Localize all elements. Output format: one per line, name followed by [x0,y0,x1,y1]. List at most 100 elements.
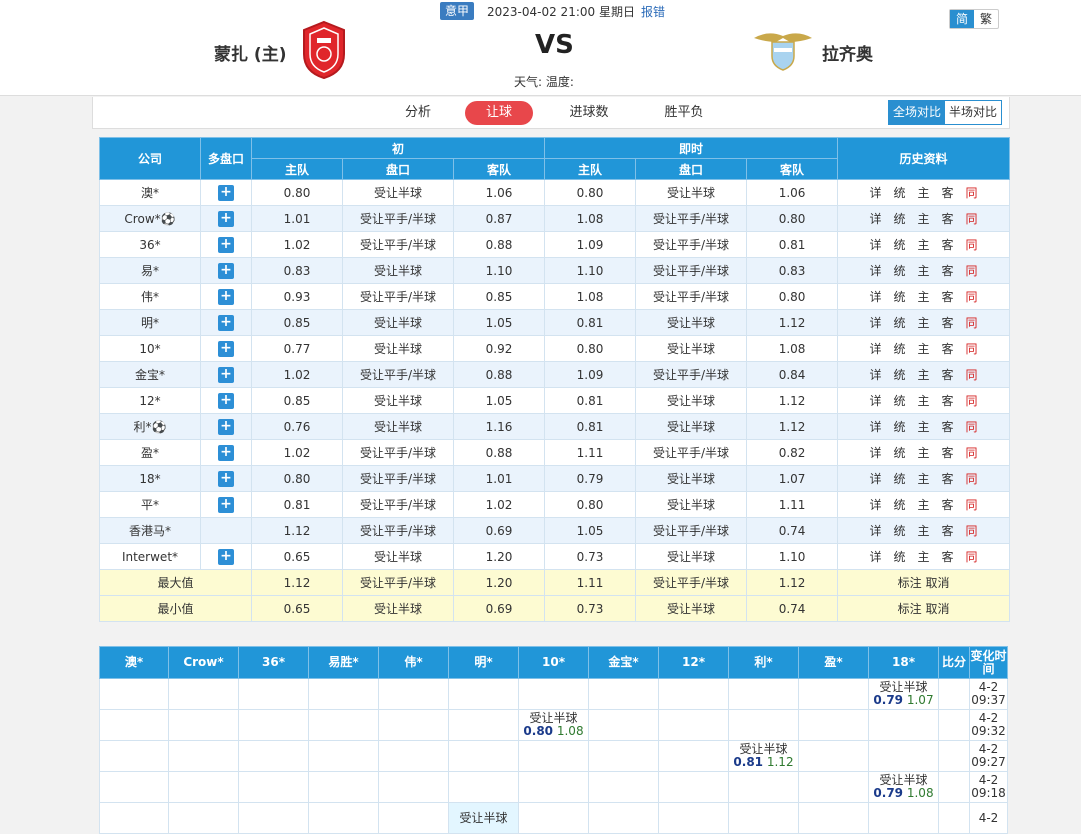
history-link[interactable]: 主 [917,446,930,460]
traditional-chinese-button[interactable]: 繁 [979,12,992,26]
tab-total-goals[interactable]: 进球数 [569,105,609,120]
tab-handicap[interactable]: 让球 [465,101,533,125]
company-name[interactable]: 盈* [99,439,201,466]
expand-plus-icon[interactable]: + [218,470,234,487]
expand-plus-icon[interactable]: + [218,496,234,513]
history-link[interactable]: 详 [869,290,882,304]
simplified-chinese-button[interactable]: 简 [950,10,974,28]
history-link[interactable]: 详 [869,420,882,434]
history-link[interactable]: 客 [941,524,954,538]
history-link[interactable]: 主 [917,316,930,330]
history-link[interactable]: 详 [869,446,882,460]
history-link[interactable]: 客 [941,420,954,434]
history-link[interactable]: 客 [941,342,954,356]
history-link[interactable]: 客 [941,368,954,382]
company-name[interactable]: 10* [99,335,201,362]
history-link[interactable]: 主 [917,212,930,226]
history-link[interactable]: 主 [917,368,930,382]
history-link[interactable]: 同 [965,290,978,304]
expand-plus-icon[interactable]: + [218,340,234,357]
history-link[interactable]: 客 [941,394,954,408]
expand-plus-icon[interactable]: + [218,210,234,227]
history-link[interactable]: 客 [941,472,954,486]
history-link[interactable]: 客 [941,550,954,564]
history-link[interactable]: 详 [869,316,882,330]
history-link[interactable]: 同 [965,238,978,252]
history-link[interactable]: 客 [941,316,954,330]
history-link[interactable]: 统 [893,290,906,304]
company-name[interactable]: Interwet* [99,543,201,570]
history-link[interactable]: 同 [965,420,978,434]
expand-plus-icon[interactable]: + [218,236,234,253]
history-link[interactable]: 统 [893,446,906,460]
history-link[interactable]: 详 [869,394,882,408]
company-name[interactable]: 平* [99,491,201,518]
history-link[interactable]: 详 [869,498,882,512]
history-link[interactable]: 同 [965,186,978,200]
history-link[interactable]: 客 [941,498,954,512]
history-link[interactable]: 统 [893,420,906,434]
history-link[interactable]: 统 [893,186,906,200]
history-link[interactable]: 客 [941,238,954,252]
half-match-compare-button[interactable]: 半场对比 [945,101,1002,124]
history-link[interactable]: 详 [869,238,882,252]
history-link[interactable]: 统 [893,264,906,278]
tab-1x2[interactable]: 胜平负 [664,105,704,120]
history-link[interactable]: 同 [965,550,978,564]
expand-plus-icon[interactable]: + [218,184,234,201]
history-link[interactable]: 统 [893,212,906,226]
expand-plus-icon[interactable]: + [218,418,234,435]
history-link[interactable]: 统 [893,472,906,486]
expand-plus-icon[interactable]: + [218,314,234,331]
history-link[interactable]: 主 [917,342,930,356]
history-link[interactable]: 统 [893,238,906,252]
history-link[interactable]: 统 [893,342,906,356]
history-link[interactable]: 详 [869,212,882,226]
expand-plus-icon[interactable]: + [218,548,234,565]
history-link[interactable]: 主 [917,186,930,200]
company-name[interactable]: 香港马* [99,517,201,544]
history-link[interactable]: 详 [869,368,882,382]
expand-plus-icon[interactable]: + [218,288,234,305]
history-link[interactable]: 详 [869,186,882,200]
expand-plus-icon[interactable]: + [218,366,234,383]
full-match-compare-button[interactable]: 全场对比 [889,101,946,124]
expand-plus-icon[interactable]: + [218,444,234,461]
history-link[interactable]: 客 [941,212,954,226]
away-team-name[interactable]: 拉齐奥 [822,45,873,65]
history-link[interactable]: 统 [893,524,906,538]
history-link[interactable]: 主 [917,550,930,564]
history-link[interactable]: 统 [893,316,906,330]
company-name[interactable]: 36* [99,231,201,258]
history-link[interactable]: 统 [893,498,906,512]
history-link[interactable]: 客 [941,264,954,278]
history-link[interactable]: 同 [965,498,978,512]
history-link[interactable]: 主 [917,498,930,512]
history-link[interactable]: 主 [917,394,930,408]
history-link[interactable]: 详 [869,342,882,356]
history-link[interactable]: 详 [869,472,882,486]
tab-analysis[interactable]: 分析 [404,105,431,120]
history-link[interactable]: 同 [965,472,978,486]
report-error-link[interactable]: 报错 [641,5,666,19]
history-link[interactable]: 统 [893,550,906,564]
mark-cancel-actions[interactable]: 标注 取消 [837,595,1011,622]
history-link[interactable]: 同 [965,212,978,226]
history-link[interactable]: 详 [869,524,882,538]
history-link[interactable]: 主 [917,290,930,304]
company-name[interactable]: 利*⚽ [99,413,201,440]
history-link[interactable]: 主 [917,524,930,538]
history-link[interactable]: 同 [965,342,978,356]
history-link[interactable]: 主 [917,420,930,434]
history-link[interactable]: 同 [965,316,978,330]
history-link[interactable]: 客 [941,446,954,460]
history-link[interactable]: 主 [917,472,930,486]
history-link[interactable]: 客 [941,290,954,304]
history-link[interactable]: 同 [965,446,978,460]
expand-plus-icon[interactable]: + [218,392,234,409]
history-link[interactable]: 详 [869,550,882,564]
history-link[interactable]: 主 [917,264,930,278]
history-link[interactable]: 同 [965,394,978,408]
history-link[interactable]: 客 [941,186,954,200]
history-link[interactable]: 主 [917,238,930,252]
